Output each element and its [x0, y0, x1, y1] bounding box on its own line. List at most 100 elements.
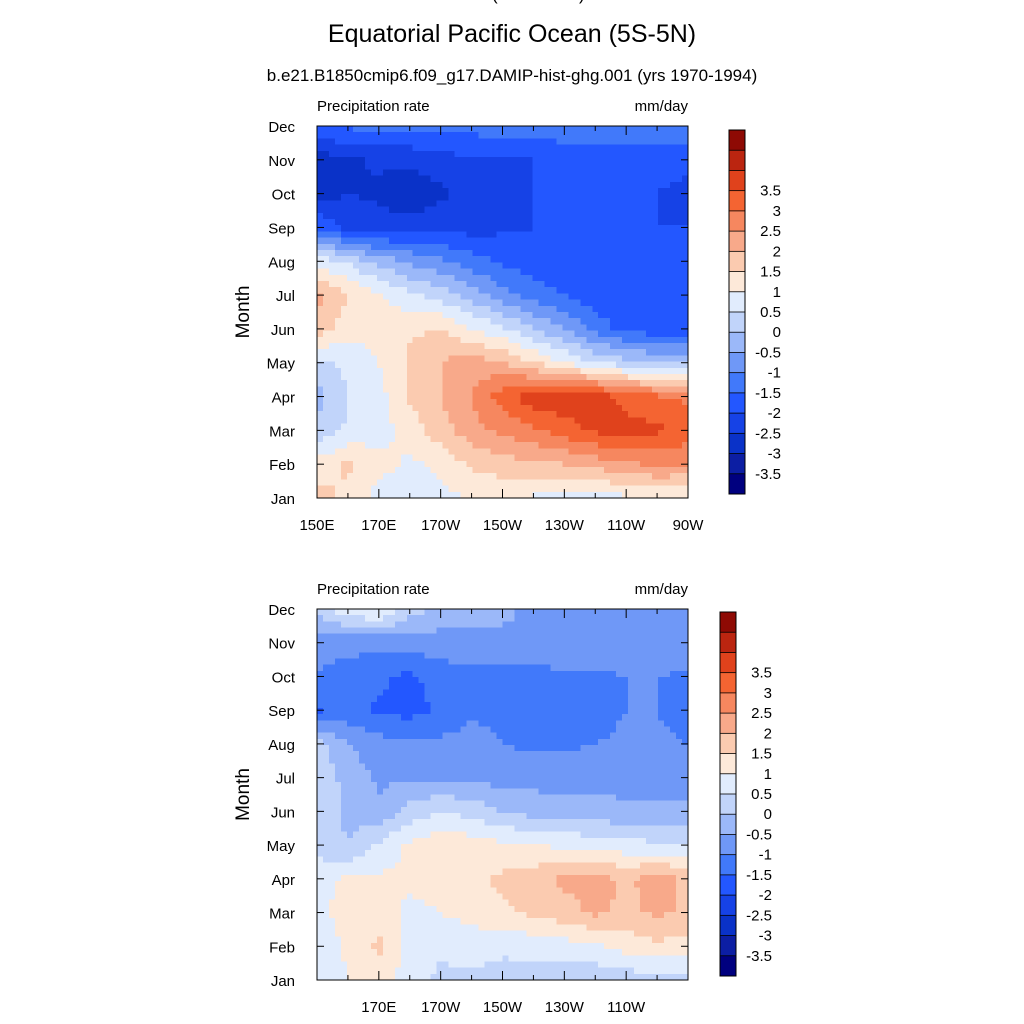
contour-cell — [568, 405, 575, 412]
contour-cell — [556, 157, 563, 164]
contour-cell — [472, 392, 480, 400]
contour-cell — [580, 281, 587, 288]
contour-cell — [664, 299, 671, 307]
contour-cell — [448, 467, 456, 474]
contour-cell — [322, 670, 330, 678]
contour-cell — [586, 714, 593, 721]
contour-cell — [610, 467, 617, 474]
contour-cell — [376, 212, 384, 220]
contour-cell — [508, 467, 516, 474]
contour-cell — [364, 467, 372, 474]
contour-cell — [400, 243, 408, 251]
contour-cell — [328, 398, 336, 406]
contour-cell — [502, 454, 510, 462]
contour-cell — [496, 324, 504, 332]
contour-cell — [556, 305, 563, 313]
contour-cell — [670, 386, 677, 394]
contour-cell — [508, 188, 516, 195]
contour-cell — [520, 175, 528, 183]
contour-cell — [346, 274, 354, 282]
contour-cell — [544, 262, 551, 270]
contour-cell — [568, 305, 575, 313]
contour-cell — [472, 336, 480, 344]
contour-cell — [592, 237, 599, 245]
contour-cell — [484, 473, 492, 480]
contour-cell — [550, 677, 557, 684]
contour-cell — [466, 670, 474, 678]
contour-cell — [448, 349, 456, 356]
contour-cell — [454, 132, 462, 139]
contour-cell — [317, 621, 324, 629]
contour-cell — [640, 479, 647, 487]
contour-cell — [646, 392, 653, 400]
contour-cell — [670, 714, 677, 721]
contour-cell — [328, 188, 336, 195]
contour-cell — [604, 349, 611, 356]
contour-cell — [496, 467, 504, 474]
contour-cell — [472, 367, 480, 375]
contour-cell — [664, 467, 671, 474]
contour-cell — [322, 615, 330, 622]
contour-cell — [388, 274, 396, 282]
contour-cell — [628, 126, 635, 133]
contour-cell — [496, 460, 504, 468]
contour-cell — [634, 639, 641, 647]
contour-cell — [322, 367, 330, 375]
contour-cell — [640, 126, 647, 133]
contour-cell — [676, 262, 683, 270]
contour-cell — [322, 683, 330, 690]
contour-cell — [412, 318, 420, 325]
contour-cell — [502, 349, 510, 356]
contour-cell — [520, 367, 528, 375]
contour-cell — [436, 479, 444, 487]
contour-cell — [574, 262, 581, 270]
contour-cell — [556, 231, 563, 239]
contour-cell — [448, 355, 456, 363]
contour-cell — [460, 386, 468, 394]
contour-cell — [328, 374, 336, 381]
contour-cell — [610, 392, 617, 400]
contour-cell — [388, 367, 396, 375]
contour-cell — [454, 219, 462, 226]
contour-cell — [646, 405, 653, 412]
contour-cell — [652, 126, 659, 133]
contour-cell — [448, 627, 456, 635]
contour-cell — [322, 658, 330, 666]
contour-cell — [358, 454, 366, 462]
contour-cell — [574, 274, 581, 282]
contour-cell — [574, 367, 581, 375]
contour-cell — [556, 701, 563, 709]
contour-cell — [358, 658, 366, 666]
contour-cell — [616, 194, 623, 201]
contour-cell — [334, 312, 342, 319]
contour-cell — [346, 689, 354, 697]
contour-cell — [616, 361, 623, 369]
contour-cell — [394, 386, 402, 394]
contour-cell — [634, 491, 641, 499]
contour-cell — [676, 670, 683, 678]
contour-cell — [502, 144, 510, 152]
contour-cell — [568, 652, 575, 660]
contour-cell — [376, 312, 384, 319]
contour-cell — [328, 380, 336, 387]
contour-cell — [652, 491, 659, 499]
contour-cell — [682, 417, 689, 425]
contour-cell — [646, 460, 653, 468]
contour-cell — [472, 460, 480, 468]
contour-cell — [526, 274, 534, 282]
contour-cell — [454, 460, 462, 468]
contour-cell — [682, 256, 689, 263]
contour-cell — [460, 479, 468, 487]
contour-cell — [514, 411, 522, 418]
contour-cell — [682, 707, 689, 715]
contour-cell — [370, 138, 378, 146]
contour-cell — [676, 374, 683, 381]
contour-cell — [634, 256, 641, 263]
contour-cell — [424, 627, 432, 635]
contour-cell — [436, 318, 444, 325]
contour-cell — [430, 299, 438, 307]
contour-cell — [502, 609, 510, 616]
contour-cell — [436, 491, 444, 499]
contour-cell — [604, 175, 611, 183]
contour-cell — [496, 355, 504, 363]
